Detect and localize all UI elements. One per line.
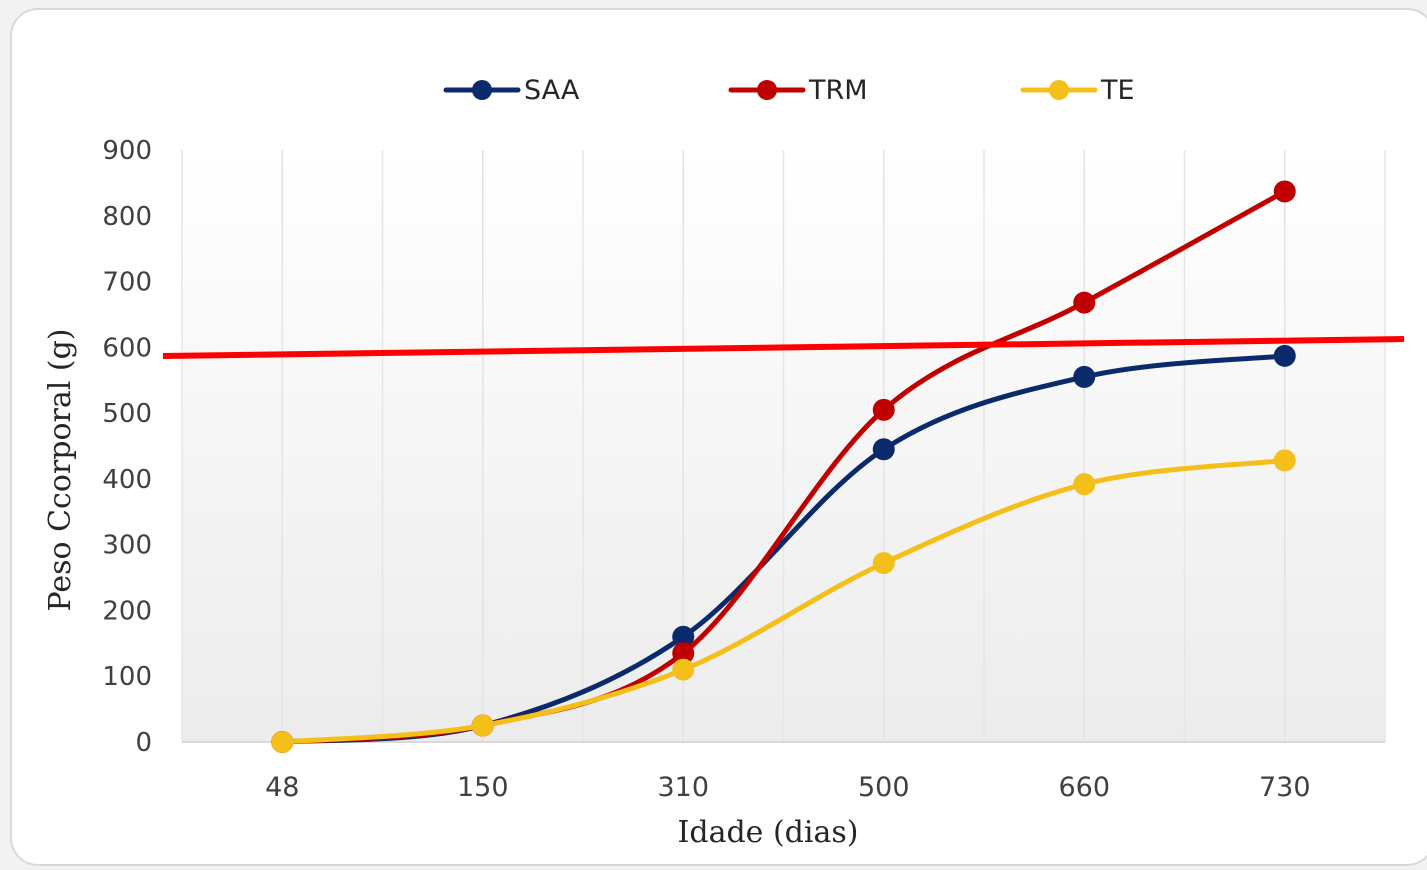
data-point-trm [1273, 180, 1296, 203]
legend-label-trm: TRM [808, 75, 868, 106]
series-line-te [279, 457, 1288, 745]
data-point-te [471, 714, 494, 737]
data-point-trm [1073, 291, 1096, 314]
annotations [162, 336, 1405, 359]
x-tick-label: 730 [1259, 772, 1311, 803]
legend-label-saa: SAA [524, 75, 580, 106]
x-axis-label: Idade (dias) [678, 815, 859, 850]
y-tick-label: 200 [102, 596, 152, 626]
x-tick-label: 150 [457, 772, 509, 803]
legend-marker-saa [472, 80, 492, 100]
y-tick-label: 0 [135, 728, 152, 758]
x-tick-label: 48 [265, 772, 299, 803]
y-axis-ticks: 0 100 200 300 400 500 600 700 800 900 [102, 136, 152, 758]
data-point-trm [872, 398, 895, 421]
series-group [271, 180, 1296, 753]
data-point-te [1273, 449, 1296, 472]
y-axis-label: Peso Ccorporal (g) [43, 329, 78, 612]
data-point-saa [672, 625, 695, 648]
data-point-te [672, 658, 695, 681]
data-point-trm [672, 642, 695, 665]
y-tick-label: 600 [102, 333, 152, 363]
legend-marker-te [1049, 80, 1069, 100]
y-tick-label: 500 [102, 399, 152, 429]
legend-marker-trm [757, 80, 777, 100]
data-point-te [1073, 473, 1096, 496]
legend: SAA TRM TE [443, 75, 1135, 106]
y-tick-label: 800 [102, 202, 152, 232]
y-tick-label: 700 [102, 268, 152, 298]
data-point-saa [1073, 365, 1096, 388]
red-reference-line [162, 336, 1405, 359]
y-tick-label: 100 [102, 662, 152, 692]
data-point-saa [1273, 344, 1296, 367]
y-tick-label: 300 [102, 531, 152, 561]
data-point-te [872, 552, 895, 575]
x-axis-ticks: 48 150 310 500 660 730 [265, 772, 1310, 803]
x-tick-label: 500 [858, 772, 910, 803]
x-tick-label: 310 [657, 772, 709, 803]
x-tick-label: 660 [1058, 772, 1110, 803]
y-tick-label: 900 [102, 136, 152, 166]
y-tick-label: 400 [102, 465, 152, 495]
legend-label-te: TE [1100, 75, 1135, 106]
data-point-te [271, 731, 294, 753]
data-point-saa [872, 438, 895, 461]
